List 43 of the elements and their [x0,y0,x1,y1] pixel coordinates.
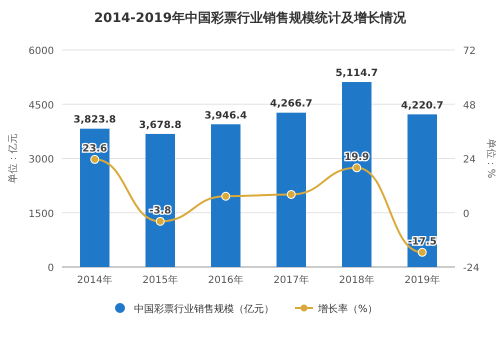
bar [408,114,437,267]
y2-axis-title: 单位：% [485,138,497,178]
legend-label: 增长率（%） [317,303,378,315]
data-label: 4,266.7 [270,98,312,110]
point [352,163,362,172]
data-label: 3,823.8 [74,114,116,126]
x-tick-label: 2015年 [142,274,178,286]
point [286,190,296,199]
y-tick-label: 0 [48,263,54,274]
data-label: -3.8 [149,205,172,216]
y2-tick-label: -24 [463,263,480,274]
y-tick-label: 6000 [28,46,54,57]
data-label: 3,678.8 [139,120,182,131]
bar [211,124,240,267]
data-label: 3,946.4 [204,110,247,122]
x-tick-label: 2016年 [208,274,244,286]
point [156,216,165,226]
point [221,192,230,201]
data-label: 23.6 [82,143,108,154]
data-label: 5,114.7 [336,68,378,80]
y2-tick-label: 72 [463,46,476,57]
point [90,154,100,164]
bar [146,134,175,267]
data-label: -17.5 [408,236,437,248]
chart-title: 2014-2019年中国彩票行业销售规模统计及增长情况 [94,10,407,26]
y2-tick-label: 0 [463,208,470,220]
point [418,248,427,257]
bar [276,112,306,267]
y-tick-label: 3000 [28,154,54,166]
y-tick-label: 4500 [28,100,54,112]
bar [342,82,372,267]
bar [80,128,110,267]
y-axis-title: 单位：亿元 [7,134,19,184]
x-tick-label: 2017年 [274,274,309,286]
x-tick-label: 2014年 [77,274,112,286]
x-tick-label: 2019年 [404,274,440,286]
x-tick-label: 2018年 [339,274,374,286]
data-label: 4,220.7 [401,100,444,112]
data-label: 19.9 [344,152,370,163]
y2-tick-label: 24 [463,154,476,166]
y2-tick-label: 48 [463,100,476,112]
legend-label: 中国彩票行业销售规模（亿元） [134,303,274,315]
y-tick-label: 1500 [28,208,54,220]
